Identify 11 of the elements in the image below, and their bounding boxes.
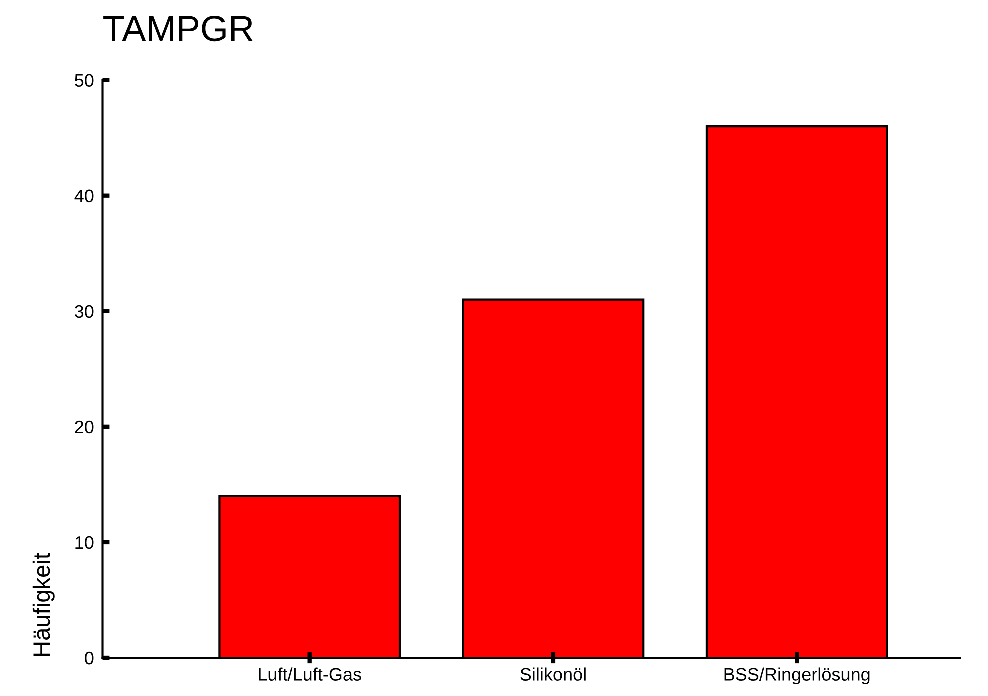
y-tick-label: 40 bbox=[74, 190, 94, 203]
y-tick-label: 0 bbox=[85, 652, 94, 665]
x-tick-label: Luft/Luft-Gas bbox=[259, 668, 362, 681]
x-tick-label: Silikonöl bbox=[520, 668, 586, 681]
y-tick-label: 20 bbox=[75, 420, 94, 434]
y-tick-label: 30 bbox=[75, 305, 94, 318]
chart-title: TAMPGR bbox=[104, 16, 253, 42]
y-axis-title: Häufigkeit bbox=[32, 553, 55, 656]
y-tick-label: 50 bbox=[75, 74, 94, 88]
x-tick-label: BSS/Ringerlösung bbox=[724, 668, 870, 685]
y-tick-label: 10 bbox=[76, 536, 94, 550]
